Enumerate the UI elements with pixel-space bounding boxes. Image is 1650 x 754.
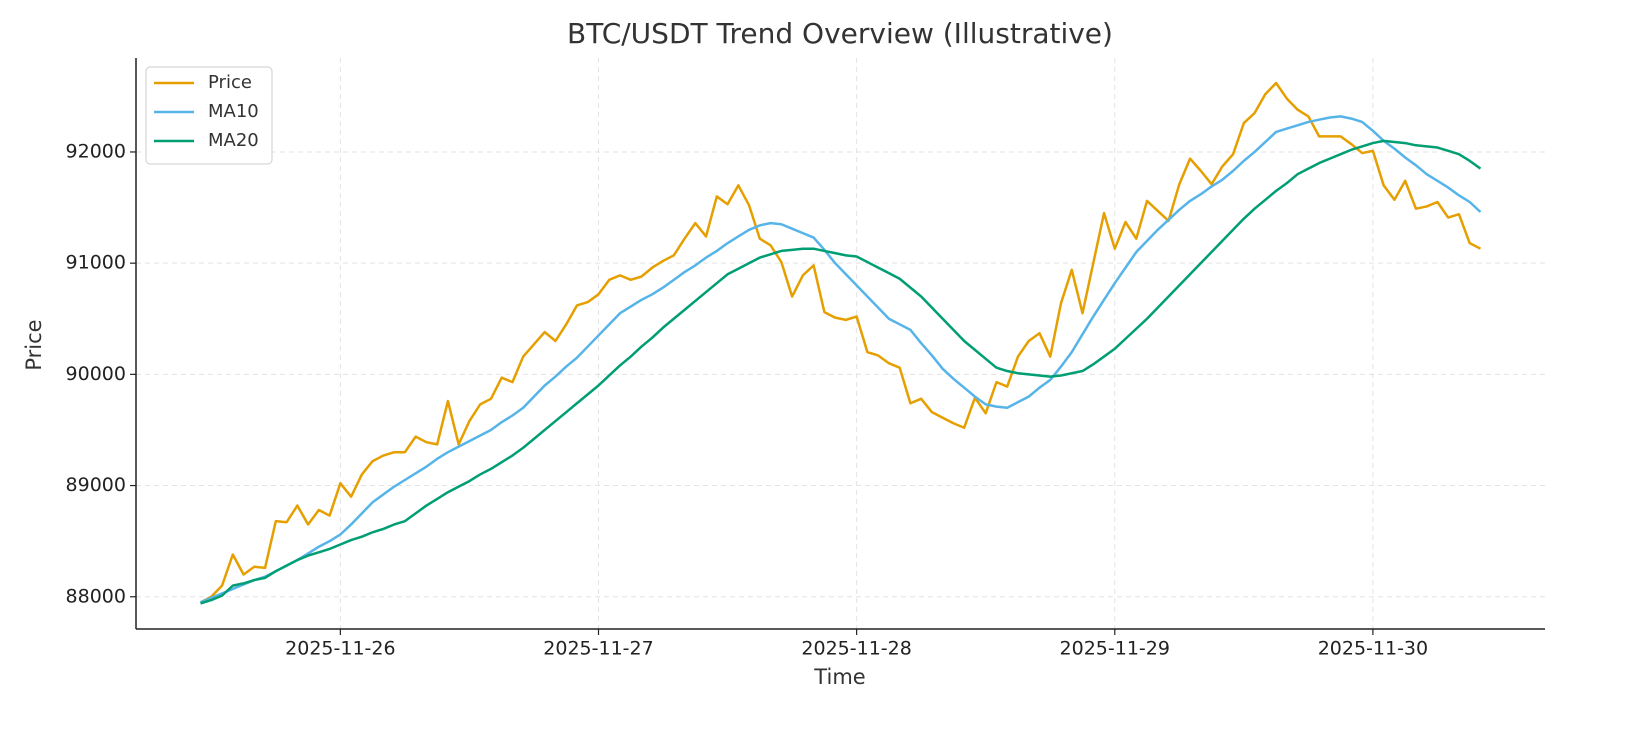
- x-tick-label: 2025-11-27: [543, 638, 653, 660]
- legend-label: MA20: [208, 130, 259, 151]
- y-axis-label: Price: [22, 319, 46, 370]
- grid: 88000 89000 90000 91000 92000 2025-11-26 2025-…: [66, 58, 1545, 660]
- series-line: [200, 139, 1482, 605]
- x-tick-label: 2025-11-29: [1060, 638, 1170, 660]
- y-tick-label: 90000: [66, 363, 126, 385]
- y-tick-label: 88000: [66, 585, 126, 607]
- y-tick-label: 89000: [66, 474, 126, 496]
- series-line: [199, 81, 1482, 604]
- x-tick-label: 2025-11-30: [1318, 638, 1428, 660]
- legend-label: MA10: [208, 101, 259, 122]
- x-axis-label: Time: [813, 665, 865, 689]
- y-tick-label: 92000: [66, 140, 126, 162]
- legend-label: Price: [208, 72, 252, 93]
- chart-title: BTC/USDT Trend Overview (Illustrative): [567, 17, 1113, 50]
- x-tick-label: 2025-11-28: [801, 638, 911, 660]
- y-tick-label: 91000: [66, 252, 126, 274]
- plot-area: [199, 81, 1482, 605]
- series-line: [200, 115, 1482, 604]
- x-tick-label: 2025-11-26: [285, 638, 395, 660]
- legend: Price MA10 MA20: [145, 66, 273, 165]
